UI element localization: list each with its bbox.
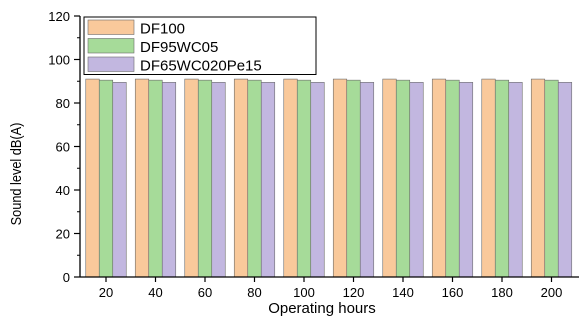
bar-df95wc05-120 [346, 79, 361, 278]
bar-df65wc020pe15-100 [310, 82, 325, 278]
bar-df95wc05-160 [445, 79, 460, 278]
bar-df100-180 [481, 78, 496, 278]
bar-df65wc020pe15-20 [112, 82, 127, 278]
y-tick-label: 20 [56, 227, 70, 242]
y-axis-title: Sound level dB(A) [7, 123, 24, 226]
bar-df95wc05-40 [148, 79, 163, 278]
bar-df95wc05-60 [197, 79, 213, 278]
bar-df65wc020pe15-40 [161, 82, 177, 278]
bar-df100-20 [85, 78, 100, 278]
x-tick-label: 100 [293, 285, 315, 300]
x-tick-label: 120 [343, 285, 365, 300]
legend-swatch-df95wc05 [87, 38, 135, 54]
legend-label-df65wc020pe15: DF65WC020Pe15 [140, 58, 262, 75]
bar-df95wc05-180 [494, 79, 510, 278]
x-tick-label: 180 [491, 285, 513, 300]
bars-layer [85, 78, 573, 278]
bar-df95wc05-80 [247, 79, 262, 278]
bar-df100-200 [530, 78, 546, 278]
y-tick-label: 120 [48, 9, 70, 24]
bar-df100-60 [184, 78, 199, 278]
bar-df95wc05-100 [296, 79, 312, 278]
bar-df100-140 [382, 78, 397, 278]
y-tick-label: 60 [56, 140, 70, 155]
x-axis-title: Operating hours [268, 300, 376, 317]
bar-df65wc020pe15-160 [458, 82, 474, 278]
x-ticks: 20 40 60 80 100 120 140 160 180 200 [99, 277, 563, 300]
bar-df100-80 [233, 78, 249, 278]
bar-df100-120 [332, 78, 348, 278]
x-tick-label: 200 [541, 285, 563, 300]
bar-df65wc020pe15-200 [557, 82, 573, 278]
legend-swatch-df65wc020pe15 [87, 56, 135, 72]
bar-df95wc05-200 [544, 79, 559, 278]
y-tick-label: 0 [63, 270, 70, 285]
y-tick-label: 80 [56, 96, 70, 111]
bar-df100-40 [134, 78, 150, 278]
y-tick-label: 100 [48, 53, 70, 68]
bar-df65wc020pe15-80 [260, 82, 276, 278]
legend-label-df100: DF100 [140, 21, 185, 38]
bar-df100-100 [283, 78, 298, 278]
bar-df100-160 [431, 78, 447, 278]
bar-df65wc020pe15-60 [211, 82, 226, 278]
x-tick-label: 60 [198, 285, 212, 300]
x-tick-label: 80 [247, 285, 261, 300]
bar-df65wc020pe15-180 [508, 82, 523, 278]
legend-label-df95wc05: DF95WC05 [140, 39, 218, 56]
x-tick-label: 20 [99, 285, 113, 300]
x-tick-label: 40 [148, 285, 162, 300]
y-tick-label: 40 [56, 183, 70, 198]
bar-df65wc020pe15-120 [359, 82, 375, 278]
x-tick-label: 160 [442, 285, 464, 300]
legend-swatch-df100 [87, 19, 135, 35]
x-tick-label: 140 [392, 285, 414, 300]
y-ticks: 0 20 40 60 80 100 120 [48, 9, 80, 285]
bar-df65wc020pe15-140 [409, 82, 424, 278]
bar-df95wc05-140 [395, 79, 411, 278]
bar-df95wc05-20 [98, 79, 114, 278]
